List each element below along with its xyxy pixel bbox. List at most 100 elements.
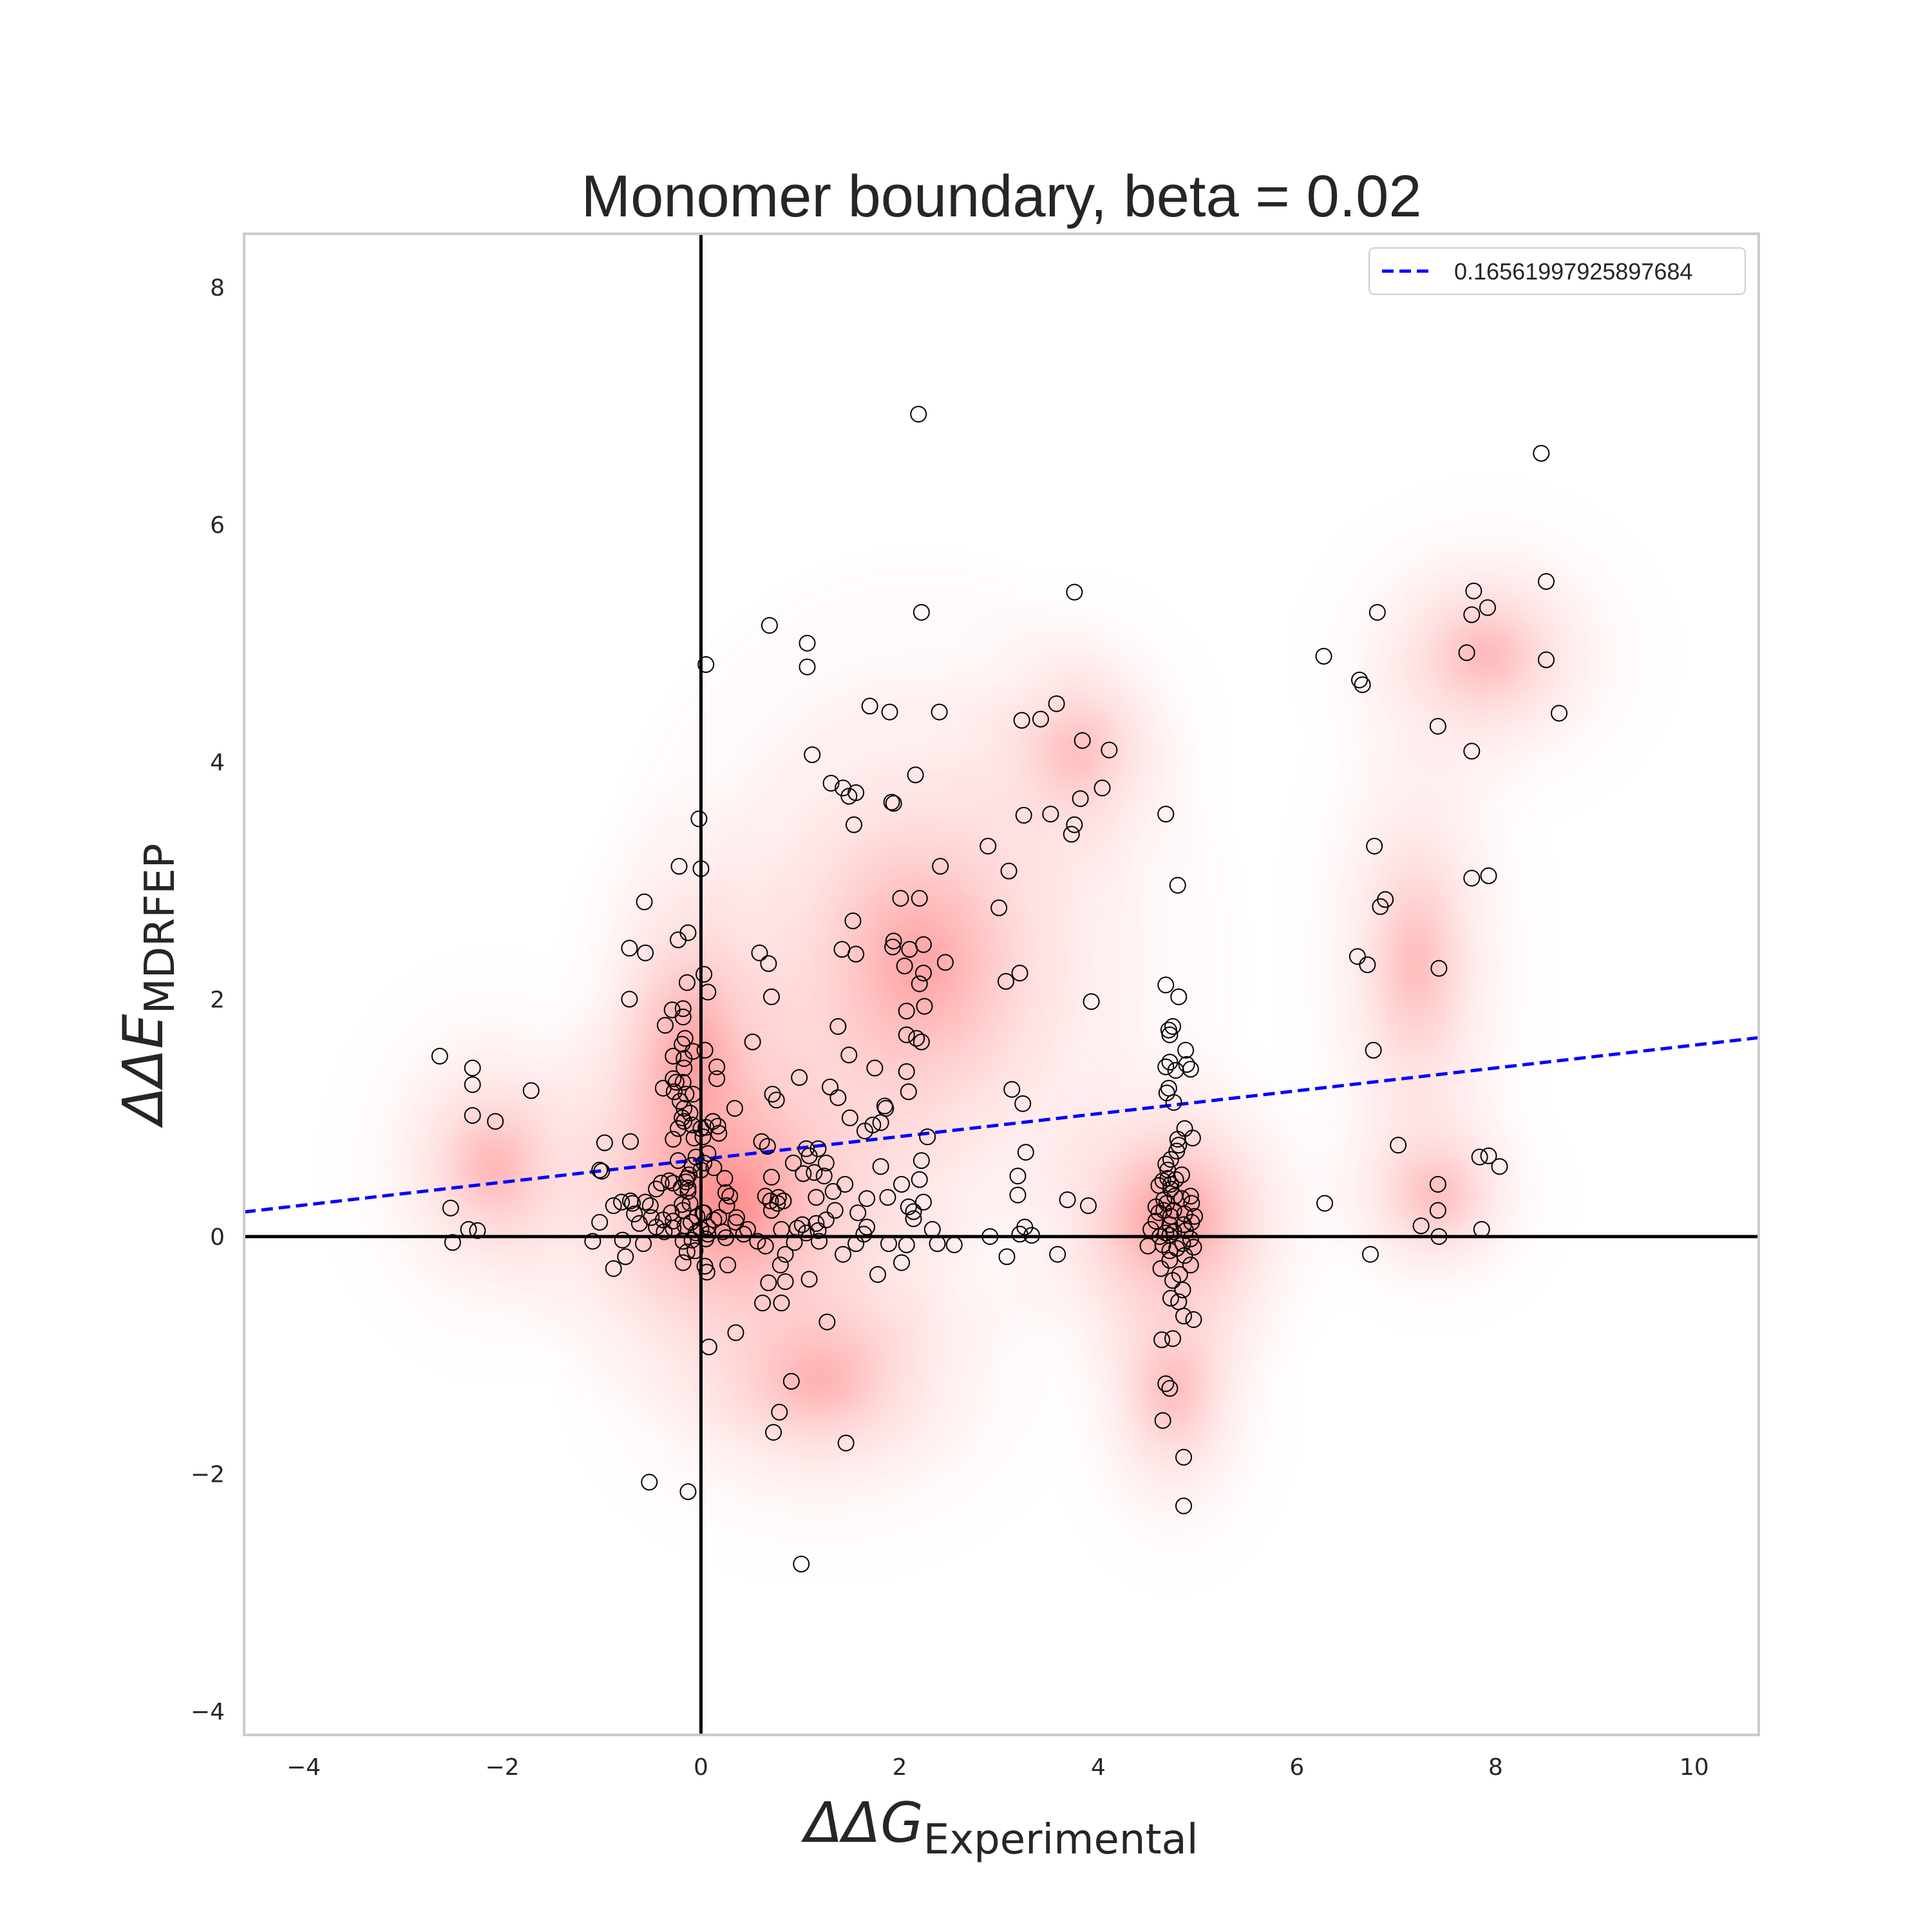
data-point [637,1193,654,1211]
data-point [464,1059,481,1077]
data-point [800,1147,818,1164]
density-contour [1162,1374,1183,1408]
data-point [760,1274,777,1291]
data-point [665,1047,682,1065]
data-point [1013,712,1030,729]
data-point [1164,1330,1182,1347]
x-tick-label: 6 [1289,1754,1304,1781]
data-point [840,1046,858,1064]
data-point [670,858,688,875]
data-point [469,1222,486,1239]
data-point [665,1213,682,1230]
legend-box [1368,247,1746,295]
plot-frame [243,232,1760,1736]
data-point [800,1271,818,1288]
data-point [1023,1227,1041,1244]
legend: 0.16561997925897684 [1368,247,1746,295]
y-axis-label: ΔΔEMDRFEP [111,844,184,1129]
data-point [464,1076,481,1094]
data-point [815,1168,833,1185]
data-point [806,1164,823,1181]
data-point [683,1116,701,1133]
data-point [694,1128,712,1146]
data-point [727,1324,744,1341]
data-point [1072,790,1089,808]
data-point [1049,1245,1066,1263]
data-point [1182,1061,1199,1078]
data-point [885,795,902,812]
data-point [710,1124,728,1142]
data-point [898,1236,915,1253]
data-point [907,766,924,784]
data-point [1177,1041,1195,1059]
data-point [605,1197,622,1215]
data-point [770,1189,787,1206]
y-tick-label: 8 [210,275,225,301]
data-point [835,1245,852,1263]
data-point [718,1197,735,1215]
data-point [1430,960,1448,977]
data-point [1479,599,1496,616]
y-tick-labels: −4 −2 0 2 4 6 8 [191,275,225,1725]
data-point [1157,806,1175,823]
density-contour [1066,735,1091,764]
data-point [735,1226,752,1243]
data-point [1366,837,1383,855]
data-point [584,1233,601,1250]
data-point [1368,603,1386,621]
data-point [674,1233,692,1250]
data-point [617,1248,634,1265]
data-point [621,940,638,957]
data-point [762,1168,780,1186]
data-point [797,1224,815,1242]
data-point [762,988,780,1005]
data-point [893,1175,910,1193]
data-point [840,788,858,805]
data-point [1463,869,1481,887]
data-point [698,1264,715,1281]
data-point [717,1229,735,1246]
data-point [1153,1331,1171,1349]
density-contour [1405,935,1427,992]
data-point [674,1196,691,1213]
data-point [1066,816,1083,833]
data-point [674,1074,692,1091]
data-point [1162,1151,1179,1168]
data-point [1157,1375,1175,1392]
data-point [726,1100,743,1117]
data-point [1429,1175,1446,1193]
data-point [641,1473,658,1491]
data-point [431,1047,448,1065]
data-point [696,965,713,983]
data-point [1174,1235,1191,1253]
data-point [1350,671,1368,688]
data-point [1011,964,1028,981]
data-point [652,1175,670,1192]
data-point [786,1234,803,1251]
data-point [1463,743,1481,760]
data-point [687,1242,704,1260]
data-point [1480,867,1497,884]
data-point [1063,826,1080,843]
data-point [1079,1197,1097,1215]
data-point [876,1097,893,1115]
data-point [1458,644,1475,661]
density-contour [798,1362,842,1396]
data-point [1349,948,1366,965]
data-point [1032,710,1049,728]
data-point [879,1189,896,1206]
data-point [810,1233,828,1250]
y-tick-label: 4 [210,750,225,776]
data-point [913,1152,930,1170]
data-point [1430,1228,1448,1245]
data-point [981,1228,999,1245]
data-point [1074,732,1091,749]
data-point [932,858,949,875]
y-axis-label-main: ΔΔE [111,1014,176,1129]
data-point [759,1138,776,1155]
data-point [1182,1256,1199,1274]
data-point [654,1079,672,1097]
data-point [799,658,816,676]
data-point [1161,1054,1179,1071]
